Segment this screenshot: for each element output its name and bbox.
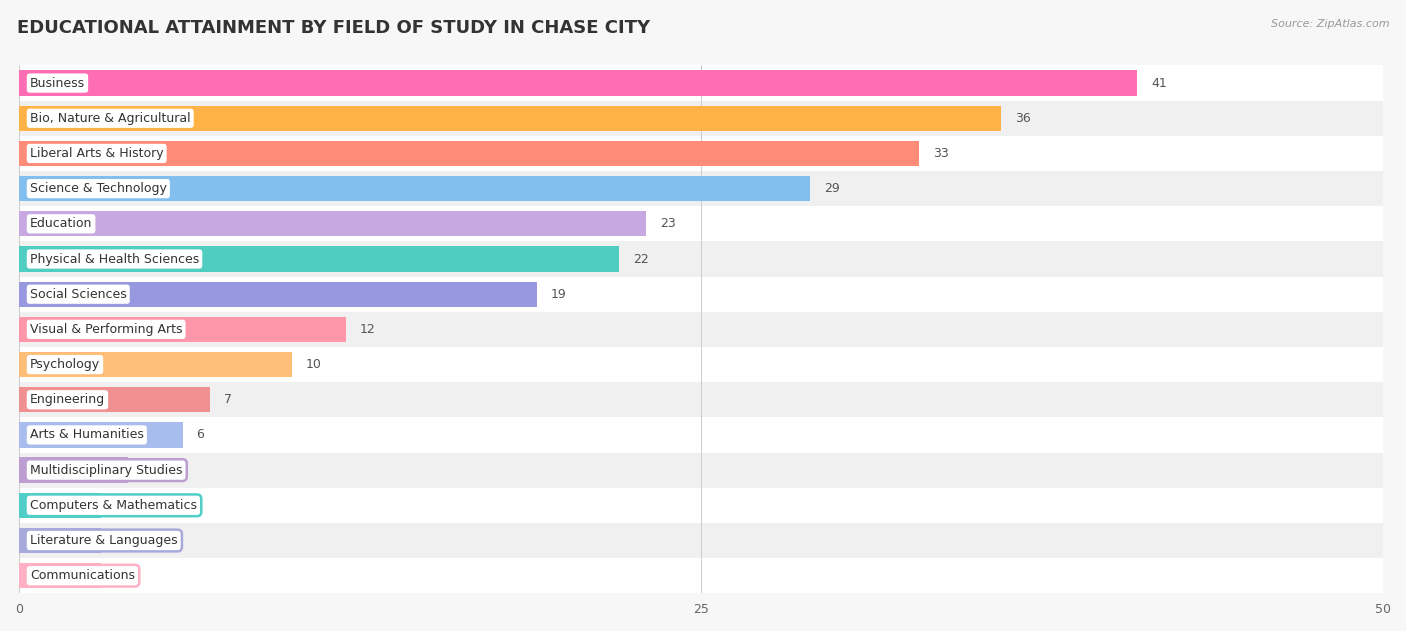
Text: Multidisciplinary Studies: Multidisciplinary Studies <box>30 464 183 476</box>
Text: 12: 12 <box>360 323 375 336</box>
Text: Physical & Health Sciences: Physical & Health Sciences <box>30 252 200 266</box>
Bar <box>20 352 292 377</box>
Bar <box>20 242 1384 276</box>
Text: Social Sciences: Social Sciences <box>30 288 127 301</box>
Bar <box>20 176 810 201</box>
Text: Psychology: Psychology <box>30 358 100 371</box>
Bar <box>20 136 1384 171</box>
Bar <box>20 211 647 237</box>
Text: Science & Technology: Science & Technology <box>30 182 167 195</box>
Text: 7: 7 <box>224 393 232 406</box>
Bar <box>20 422 183 447</box>
Text: 41: 41 <box>1152 76 1167 90</box>
Text: 19: 19 <box>551 288 567 301</box>
Bar <box>20 66 1384 101</box>
Bar <box>20 347 1384 382</box>
Bar <box>20 488 1384 523</box>
Text: EDUCATIONAL ATTAINMENT BY FIELD OF STUDY IN CHASE CITY: EDUCATIONAL ATTAINMENT BY FIELD OF STUDY… <box>17 19 650 37</box>
Bar <box>20 206 1384 242</box>
Text: Computers & Mathematics: Computers & Mathematics <box>30 499 197 512</box>
Text: Liberal Arts & History: Liberal Arts & History <box>30 147 163 160</box>
Bar <box>20 493 101 518</box>
Text: Source: ZipAtlas.com: Source: ZipAtlas.com <box>1271 19 1389 29</box>
Text: Communications: Communications <box>30 569 135 582</box>
Text: 22: 22 <box>633 252 648 266</box>
Bar <box>20 523 1384 558</box>
Text: 0: 0 <box>114 534 122 547</box>
Bar <box>20 558 1384 593</box>
Text: 33: 33 <box>932 147 949 160</box>
Bar <box>20 528 101 553</box>
Text: Engineering: Engineering <box>30 393 105 406</box>
Text: 4: 4 <box>142 464 149 476</box>
Text: 6: 6 <box>197 428 204 442</box>
Bar <box>20 105 1001 131</box>
Bar <box>20 71 1137 96</box>
Bar <box>20 276 1384 312</box>
Text: 0: 0 <box>114 569 122 582</box>
Text: Education: Education <box>30 217 93 230</box>
Text: Business: Business <box>30 76 84 90</box>
Bar <box>20 563 101 588</box>
Bar <box>20 246 619 272</box>
Bar <box>20 141 920 166</box>
Bar <box>20 417 1384 452</box>
Text: Bio, Nature & Agricultural: Bio, Nature & Agricultural <box>30 112 191 125</box>
Text: 36: 36 <box>1015 112 1031 125</box>
Bar <box>20 281 537 307</box>
Text: 0: 0 <box>114 499 122 512</box>
Bar <box>20 457 128 483</box>
Bar <box>20 171 1384 206</box>
Text: Visual & Performing Arts: Visual & Performing Arts <box>30 323 183 336</box>
Text: 29: 29 <box>824 182 839 195</box>
Bar <box>20 101 1384 136</box>
Bar <box>20 452 1384 488</box>
Bar <box>20 312 1384 347</box>
Text: Arts & Humanities: Arts & Humanities <box>30 428 143 442</box>
Bar <box>20 382 1384 417</box>
Text: 23: 23 <box>659 217 676 230</box>
Bar <box>20 387 209 413</box>
Text: 10: 10 <box>305 358 322 371</box>
Text: Literature & Languages: Literature & Languages <box>30 534 177 547</box>
Bar <box>20 317 346 342</box>
